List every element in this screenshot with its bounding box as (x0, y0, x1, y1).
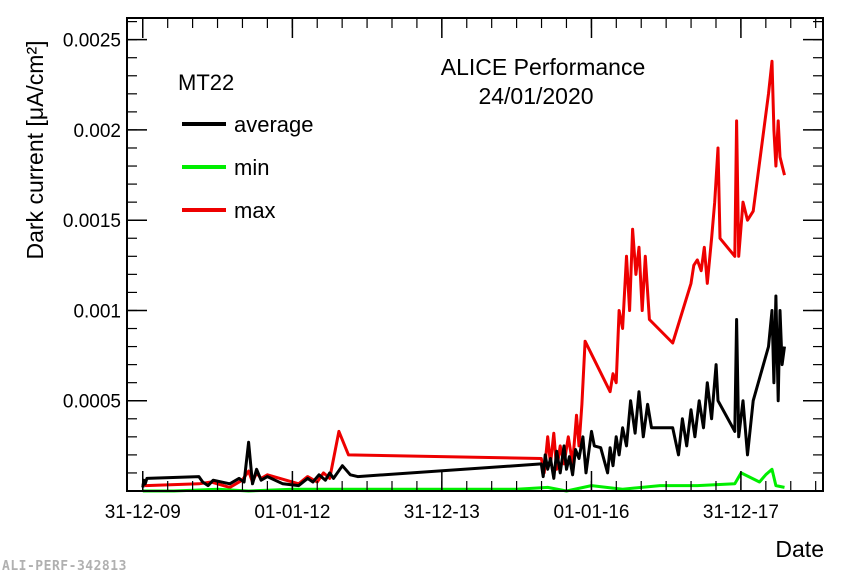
figure-id: ALI-PERF-342813 (2, 559, 127, 574)
chart-title: ALICE Performance (441, 54, 646, 80)
ticks-layer: 0.0005 0.001 0.0015 0.002 0.0025 31-12-09 01-0… (63, 18, 823, 523)
y-tick-label: 0.0005 (63, 392, 121, 413)
y-axis-label: Dark current [μA/cm²] (22, 40, 48, 259)
chart-subtitle: 24/01/2020 (478, 83, 593, 109)
y-tick-label: 0.001 (73, 301, 121, 322)
series-line-average (141, 294, 786, 488)
plot-frame (126, 17, 824, 492)
legend-title: MT22 (178, 70, 234, 95)
y-tick-label: 0.002 (73, 121, 121, 142)
series-line-max (141, 59, 786, 489)
y-tick-label: 0.0015 (63, 211, 121, 232)
legend: average min max (182, 112, 314, 223)
legend-label-max: max (234, 198, 276, 223)
x-tick-label: 01-01-16 (553, 502, 629, 523)
y-tick-label: 0.0025 (63, 31, 121, 52)
legend-label-min: min (234, 155, 269, 180)
legend-label-average: average (234, 112, 314, 137)
x-tick-label: 31-12-13 (404, 502, 480, 523)
x-axis-label: Date (775, 536, 824, 562)
x-tick-label: 31-12-17 (703, 502, 779, 523)
x-tick-label: 31-12-09 (105, 502, 181, 523)
x-tick-label: 01-01-12 (254, 502, 330, 523)
